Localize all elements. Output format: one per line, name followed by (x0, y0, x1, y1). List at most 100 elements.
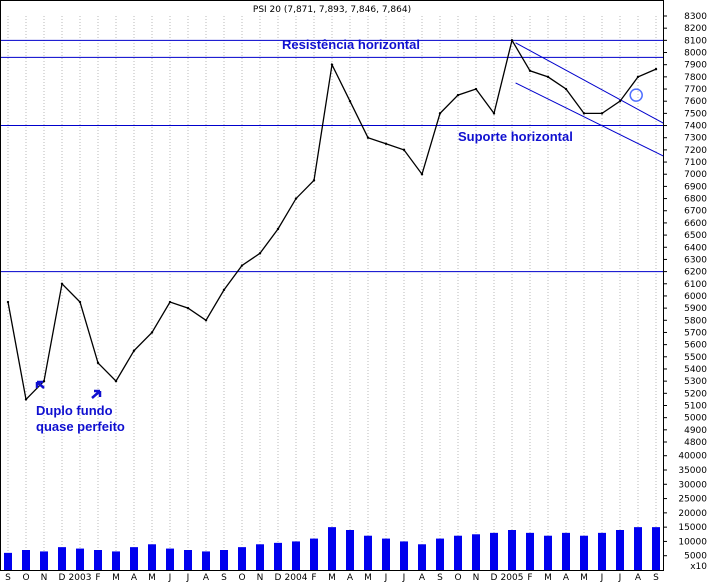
price-tick-label: 5200 (684, 389, 707, 399)
price-tick-label: 5600 (684, 341, 707, 351)
price-point (258, 252, 262, 255)
price-point (186, 306, 190, 310)
price-point (96, 361, 100, 365)
price-point (204, 319, 208, 322)
volume-bar (400, 541, 408, 570)
volume-bar (634, 527, 642, 570)
price-tick-label: 6800 (684, 195, 707, 205)
price-point (420, 173, 424, 176)
volume-unit-label: x10 (690, 562, 707, 572)
price-tick-label: 6400 (684, 243, 707, 253)
circle-marker (629, 88, 643, 102)
price-point (24, 398, 28, 401)
price-point (348, 100, 352, 103)
price-point (114, 379, 118, 383)
volume-bar (544, 535, 552, 570)
volume-tick-label: 20000 (678, 509, 707, 519)
price-point (294, 197, 298, 200)
arrow-right (91, 389, 102, 399)
month-label: O (22, 573, 29, 582)
month-label: M (112, 573, 120, 582)
month-axis: S O N D 2003 F M A M J J A S O N D 2004 F M A M J J A S O N D 2005 F M… (5, 573, 659, 582)
volume-bar (454, 535, 462, 570)
price-tick-label: 7000 (684, 170, 707, 180)
month-label: D (275, 573, 282, 582)
volume-bar (58, 547, 66, 570)
month-label: O (454, 573, 461, 582)
volume-bar (130, 547, 138, 570)
price-point (312, 179, 316, 182)
price-tick-label: 5400 (684, 365, 707, 375)
price-point (384, 142, 388, 145)
volume-bar (364, 535, 372, 570)
price-point (132, 349, 136, 352)
price-point (456, 93, 460, 97)
month-label: N (473, 573, 480, 582)
price-point (276, 227, 280, 231)
volume-bar (328, 527, 336, 570)
volume-tick-label: 10000 (678, 537, 707, 547)
price-tick-label: 7600 (684, 97, 707, 107)
annotation-support: Suporte horizontal (458, 129, 573, 144)
month-label: O (238, 573, 245, 582)
month-label: A (131, 573, 138, 582)
month-label: S (221, 573, 227, 582)
month-label: F (527, 573, 532, 582)
price-tick-label: 7200 (684, 146, 707, 156)
month-label: N (257, 573, 264, 582)
price-tick-label: 5000 (684, 414, 707, 424)
month-label: A (563, 573, 570, 582)
annotation-double-bottom-1: Duplo fundo (36, 403, 113, 418)
price-point (474, 87, 478, 91)
price-tick-label: 7400 (684, 122, 707, 132)
volume-bar (256, 544, 264, 570)
price-point (330, 63, 334, 66)
month-label: S (653, 573, 659, 582)
price-tick-label: 4800 (684, 438, 707, 448)
channel-line-upper (515, 42, 664, 124)
month-label: F (311, 573, 316, 582)
month-label: J (168, 573, 172, 582)
volume-bar (112, 551, 120, 570)
volume-bar (436, 538, 444, 570)
annotations: Resistência horizontal Suporte horizonta… (35, 37, 573, 434)
annotation-resistance: Resistência horizontal (282, 37, 420, 52)
volume-bar (346, 530, 354, 570)
price-tick-label: 5500 (684, 353, 707, 363)
price-tick-label: 8000 (684, 49, 707, 59)
horizontal-lines (1, 39, 663, 273)
price-point (654, 67, 658, 71)
month-label: J (618, 573, 622, 582)
volume-bar (202, 551, 210, 570)
price-point (6, 300, 10, 304)
price-tick-label: 8200 (684, 24, 707, 34)
volume-bar (490, 532, 498, 570)
price-point (636, 75, 640, 79)
price-point (402, 148, 406, 152)
price-tick-label: 6300 (684, 255, 707, 265)
month-label: J (186, 573, 190, 582)
price-tick-label: 6600 (684, 219, 707, 229)
price-tick-label: 6000 (684, 292, 707, 302)
volume-bar (562, 532, 570, 570)
annotation-double-bottom-2: quase perfeito (36, 419, 125, 434)
volume-bar (652, 527, 660, 570)
month-label: M (364, 573, 372, 582)
price-tick-label: 6200 (684, 268, 707, 278)
volume-bar (184, 550, 192, 570)
price-point (78, 300, 82, 304)
price-tick-label: 5100 (684, 401, 707, 411)
volume-bar (94, 550, 102, 570)
volume-bar (598, 532, 606, 570)
volume-tick-label: 40000 (678, 452, 707, 462)
price-tick-label: 5900 (684, 304, 707, 314)
volume-bar (580, 535, 588, 570)
volume-bar (418, 544, 426, 570)
price-point (582, 112, 586, 115)
month-label: S (437, 573, 443, 582)
price-tick-label: 7500 (684, 109, 707, 119)
price-point (618, 100, 622, 103)
volume-bar (292, 541, 300, 570)
volume-bar (76, 548, 84, 570)
volume-tick-label: 30000 (678, 480, 707, 490)
